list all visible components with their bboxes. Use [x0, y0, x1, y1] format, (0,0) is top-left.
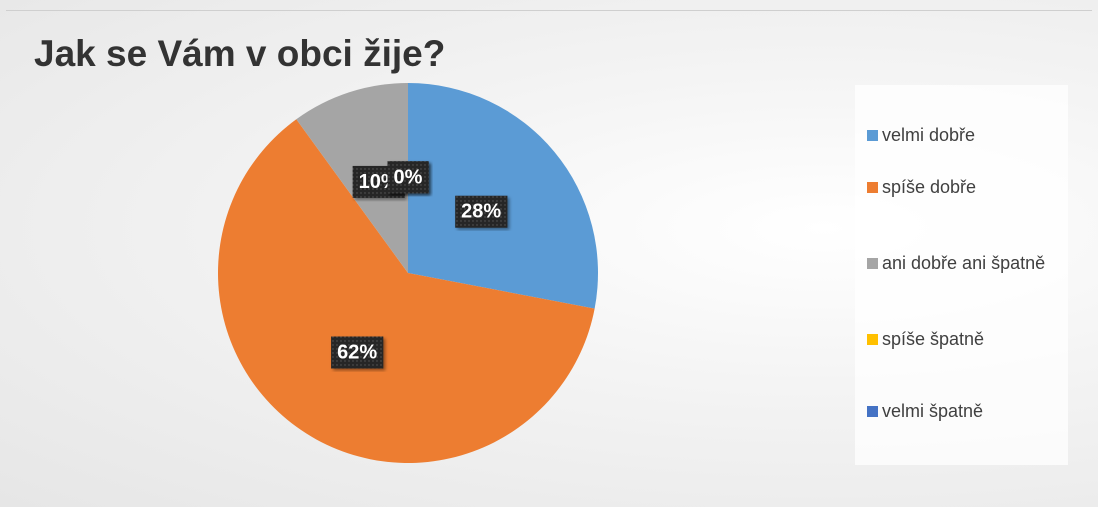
legend-swatch	[867, 334, 878, 345]
legend-entry: ani dobře ani špatně	[867, 250, 1057, 276]
legend-label: velmi špatně	[882, 401, 984, 421]
legend-swatch	[867, 258, 878, 269]
data-label-text: 28%	[461, 201, 501, 223]
legend-swatch	[867, 182, 878, 193]
data-label-box	[331, 336, 384, 369]
data-label: 0%	[387, 161, 429, 194]
data-label-box	[455, 195, 508, 228]
data-label-text: 0%	[394, 166, 423, 188]
legend-label: spíše dobře	[882, 177, 977, 197]
pie-slice	[218, 119, 595, 463]
legend-swatch	[867, 130, 878, 141]
data-label-box	[387, 161, 429, 194]
chart-title: Jak se Vám v obci žije?	[34, 33, 445, 74]
legend-entry: spíše dobře	[867, 174, 1057, 200]
legend-swatch	[867, 406, 878, 417]
legend-label: ani dobře ani špatně	[882, 253, 1046, 273]
legend-label: spíše špatně	[882, 329, 985, 349]
legend-entry: velmi špatně	[867, 398, 1057, 424]
frame	[6, 10, 1092, 502]
pie-slice	[296, 83, 408, 273]
legend-entry: velmi dobře	[867, 122, 1057, 148]
data-label: 62%	[331, 336, 384, 369]
legend: velmi dobře spíše dobře ani dobře ani špat…	[855, 85, 1068, 465]
legend-entry: spíše špatně	[867, 326, 1057, 352]
data-label-text: 62%	[337, 341, 377, 363]
data-label: 28%	[455, 195, 508, 228]
legend-label: velmi dobře	[882, 125, 976, 145]
